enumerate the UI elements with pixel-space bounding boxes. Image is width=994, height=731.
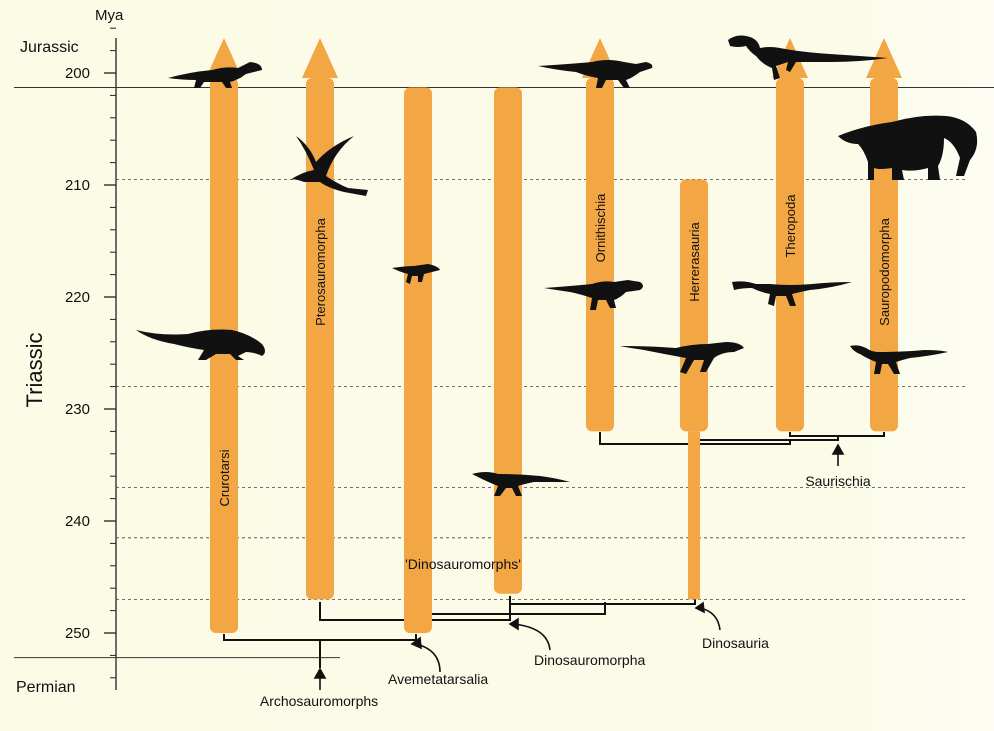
clade-herrerasauria: Herrerasauria [680,179,708,432]
clade-arrowhead [302,38,338,78]
time-axis: Mya Jurassic Triassic Permian [16,7,124,696]
tick-label: 250 [65,625,90,642]
node-labels: Archosauromorphs Avemetatarsalia Dinosau… [260,473,871,709]
theropod-triassic-silhouette [732,281,852,306]
basal-pterosaur-small-silhouette [392,264,440,284]
connector-theropoda-sauropodomorpha [789,432,885,437]
clade-unnamed-2 [404,87,432,633]
avemetatarsalia-stem-bar [408,599,424,633]
period-label-triassic: Triassic [22,333,47,408]
node-label-dinosauromorpha: Dinosauromorpha [534,652,645,668]
group-label-dinosauromorphs: 'Dinosauromorphs' [405,556,521,572]
arrow-dinosauromorpha [513,623,551,651]
early-archosaur-silhouette [168,62,262,88]
tick-label: 230 [65,401,90,418]
dinosauria-stem-bar [688,431,700,600]
clade-ornithischia: Ornithischia [582,38,618,432]
theropod-jurassic-silhouette [728,35,888,80]
herrerasaur-silhouette [620,342,744,374]
clade-bar [494,87,522,594]
pterosaur-silhouette [290,136,368,196]
tick-label: 220 [65,289,90,306]
sauropodomorph-silhouette [850,345,948,374]
arrow-dinosauromorpha-head [508,617,519,631]
clade-label: Pterosauromorpha [313,217,328,325]
tick-label: 240 [65,513,90,530]
ornithischian-2-silhouette [544,280,643,310]
crurotarsan-silhouette [136,329,265,360]
clade-label: Sauropodomorpha [877,217,892,325]
clade-bar [776,78,804,432]
period-label-jurassic: Jurassic [20,39,79,56]
clade-label: Herrerasauria [687,221,702,301]
period-label-permian: Permian [16,679,76,696]
connector-dinosauria [509,596,696,605]
arrow-archosauromorphs-head [313,667,327,679]
clade-label: Ornithischia [593,193,608,262]
tick-label: 200 [65,65,90,82]
arrow-saurischia-head [831,443,845,455]
clade-bar [404,87,432,633]
arrow-dinosauria-head [694,601,705,614]
node-label-saurischia: Saurischia [805,473,871,489]
axis-unit-label: Mya [95,7,124,24]
clade-bar [306,78,334,600]
clade-bar [586,78,614,432]
sauropod-silhouette [838,115,978,180]
arrow-avemetatarsalia-head [410,636,422,650]
silhouettes [136,35,978,496]
clade-bars: Crurotarsi Pterosauromorpha Ornithischia He… [206,38,902,633]
node-label-archosauromorphs: Archosauromorphs [260,693,378,709]
clade-bar [680,179,708,432]
clade-label: Crurotarsi [217,449,232,506]
axis-ticks: 200 210 220 230 240 250 [65,27,116,679]
node-arrows [313,443,845,690]
clade-theropoda: Theropoda [772,38,808,432]
ornithischian-silhouette [538,60,653,88]
node-label-dinosauria: Dinosauria [702,635,769,651]
tick-label: 210 [65,177,90,194]
clade-bar [210,78,238,633]
clade-label: Theropoda [783,194,798,258]
dinosauromorph-silhouette [472,472,570,496]
clade-pterosauromorpha: Pterosauromorpha [302,38,338,600]
clade-unnamed-3 [494,87,522,594]
node-label-avemetatarsalia: Avemetatarsalia [388,671,488,687]
